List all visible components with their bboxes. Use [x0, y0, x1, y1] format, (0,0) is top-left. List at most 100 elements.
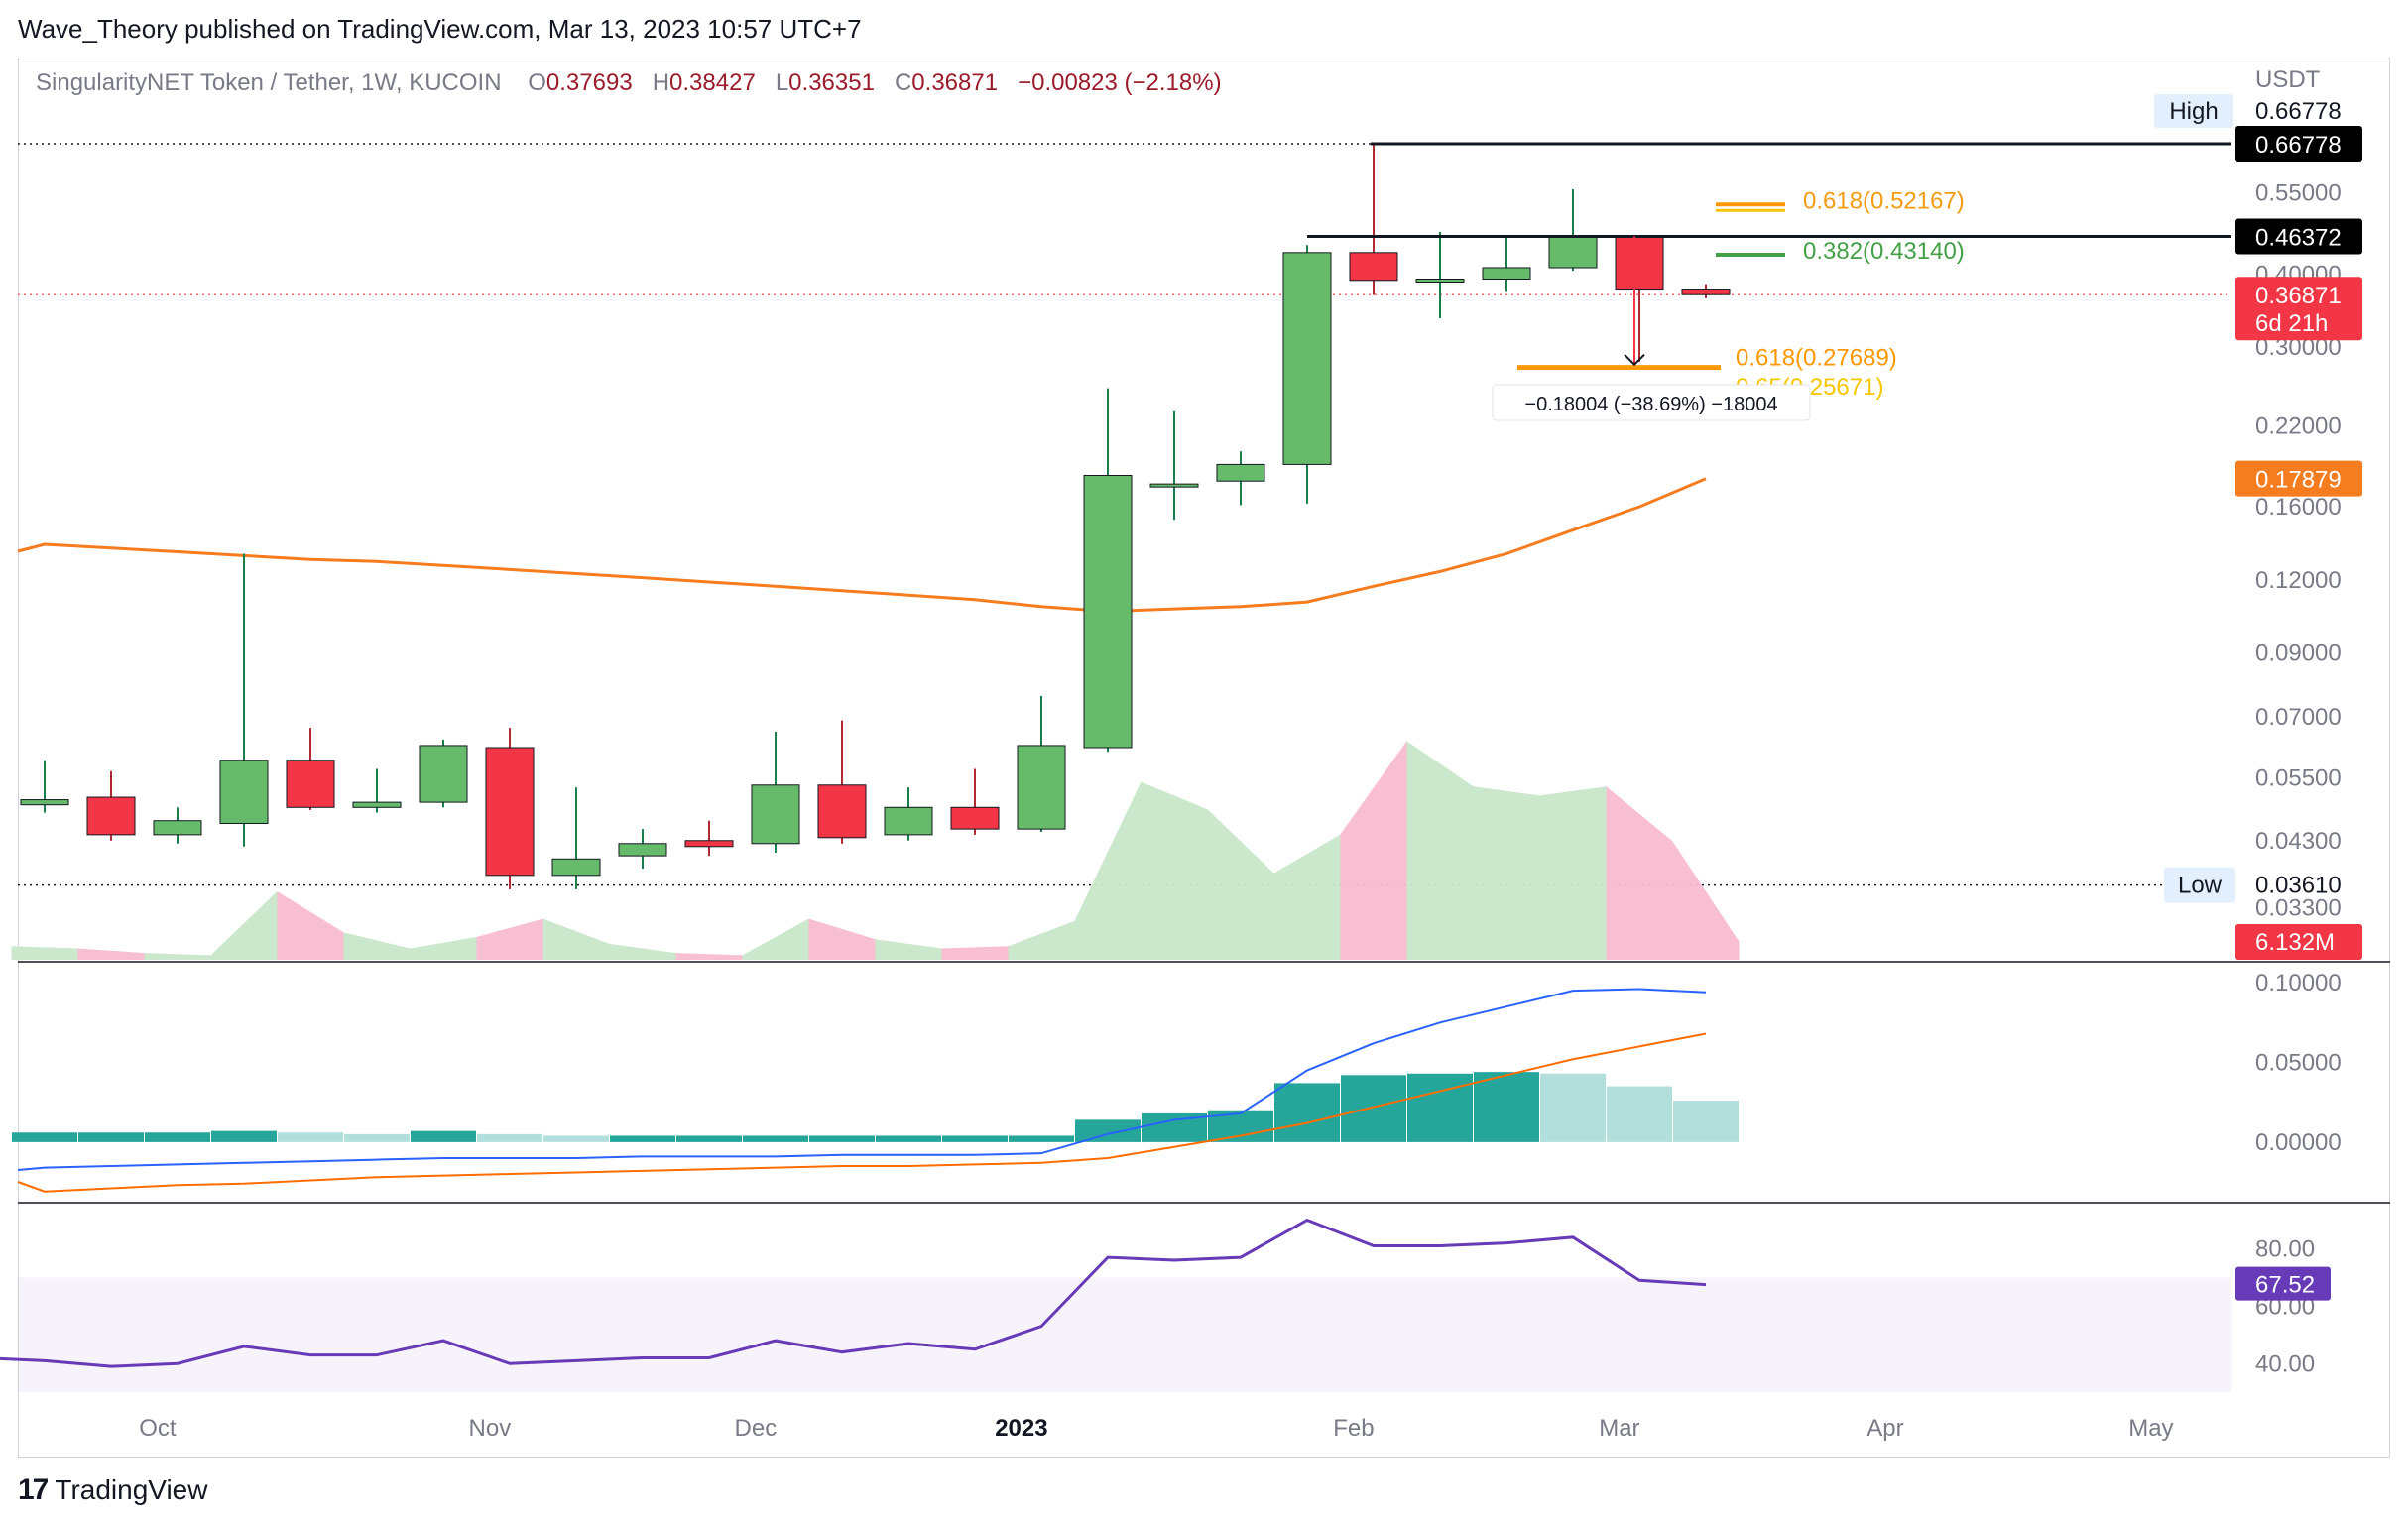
- volume-area-segment: [1340, 741, 1407, 960]
- macd-line: [17, 988, 1707, 1171]
- x-axis-label: Feb: [1333, 1415, 1374, 1442]
- macd-histogram-bar: [344, 1133, 410, 1142]
- volume-area-segment: [808, 918, 876, 960]
- volume-area-segment: [410, 937, 477, 960]
- footer-brand[interactable]: 17 TradingView: [18, 1473, 207, 1507]
- candle-body: [1216, 463, 1265, 482]
- fib-label-upper-b: 0.382(0.43140): [1803, 238, 1965, 265]
- macd-histogram-bar: [876, 1135, 941, 1142]
- macd-histogram-bar: [610, 1135, 675, 1142]
- candle-body: [618, 843, 667, 857]
- price-tick-label: 0.04300: [2255, 828, 2342, 855]
- macd-histogram-bar: [1474, 1072, 1539, 1142]
- volume-value-box: [2235, 924, 2362, 960]
- macd-histogram-bar: [1274, 1083, 1340, 1142]
- candle-body: [153, 820, 202, 836]
- candle-body: [751, 784, 800, 845]
- macd-histogram-bar: [1341, 1075, 1406, 1142]
- rsi-tick-label: 40.00: [2255, 1350, 2315, 1377]
- publisher-line: Wave_Theory published on TradingView.com…: [18, 14, 862, 44]
- volume-area-segment: [476, 918, 543, 960]
- candle-body: [219, 760, 269, 824]
- measure-label: −0.18004 (−38.69%) −18004: [1524, 394, 1777, 415]
- rsi-line: [0, 1218, 1707, 1368]
- candle-body: [1415, 278, 1465, 283]
- volume-area-segment: [941, 946, 1009, 960]
- price-tick-label: 0.07000: [2255, 704, 2342, 731]
- candle-body: [20, 799, 69, 806]
- chart-legend: SingularityNET Token / Tether, 1W, KUCOI…: [36, 69, 1222, 97]
- last-price-box: [2235, 277, 2362, 341]
- volume-area-segment: [1606, 786, 1673, 960]
- volume-area-segment: [742, 918, 809, 960]
- low-badge-label: Low: [2178, 873, 2223, 899]
- legend-high-value: 0.38427: [669, 69, 756, 96]
- candle-body: [1482, 267, 1531, 280]
- footer-brand-label: TradingView: [55, 1474, 208, 1505]
- legend-symbol: SingularityNET Token / Tether, 1W, KUCOI…: [36, 69, 502, 96]
- macd-histogram-bar: [211, 1130, 277, 1142]
- x-axis-label: May: [2128, 1415, 2173, 1442]
- volume-area-segment: [542, 918, 610, 960]
- candle-body: [485, 747, 535, 877]
- macd-histogram-bar: [12, 1132, 77, 1142]
- resistance-price-box: 0.46372: [2255, 224, 2342, 251]
- currency-label: USDT: [2255, 66, 2321, 93]
- high-price-box-box: [2235, 126, 2362, 163]
- x-axis-label: Dec: [735, 1415, 778, 1442]
- low-value-label: 0.03610: [2255, 873, 2342, 899]
- macd-histogram-bar: [543, 1135, 609, 1142]
- candle-body: [817, 784, 867, 839]
- legend-close-label: C: [894, 69, 912, 96]
- candle-body: [419, 745, 468, 803]
- rsi-value-box: [2235, 1266, 2331, 1301]
- x-axis-label: Apr: [1866, 1415, 1903, 1442]
- price-tick-label: 0.55000: [2255, 180, 2342, 207]
- volume-area-segment: [1074, 781, 1142, 960]
- high-price-box: 0.66778: [2255, 132, 2342, 159]
- macd-histogram-bar: [145, 1132, 210, 1142]
- candle-body: [286, 760, 335, 808]
- macd-histogram-bar: [942, 1135, 1008, 1142]
- volume-area-segment: [77, 948, 145, 960]
- measure-arrow-head: [1624, 353, 1645, 367]
- price-tick-label: 0.05500: [2255, 765, 2342, 792]
- macd-tick-label: 0.10000: [2255, 970, 2342, 996]
- volume-area-segment: [1207, 809, 1274, 960]
- fib-label-lower-a: 0.618(0.27689): [1736, 345, 1897, 372]
- high-badge-label: High: [2169, 98, 2218, 125]
- volume-area-segment: [1273, 834, 1341, 960]
- candle-body: [551, 858, 601, 877]
- volume-area-segment: [210, 891, 278, 960]
- legend-close-value: 0.36871: [911, 69, 999, 96]
- candle-body: [1282, 252, 1332, 465]
- candle-body: [884, 806, 933, 836]
- rsi-band: [18, 1277, 2231, 1393]
- candle-body: [1083, 474, 1133, 749]
- candle-body: [950, 806, 1000, 830]
- price-tick-label: 0.22000: [2255, 412, 2342, 439]
- volume-area-segment: [1008, 920, 1075, 960]
- x-axis-label: 2023: [995, 1415, 1047, 1442]
- price-tick-label: 0.12000: [2255, 567, 2342, 594]
- candle-body: [1149, 483, 1199, 488]
- macd-histogram-bar: [1540, 1073, 1606, 1142]
- macd-histogram-bar: [278, 1132, 343, 1142]
- volume-area-segment: [609, 943, 676, 960]
- volume-value-label: 6.132M: [2255, 929, 2335, 956]
- candle-body: [684, 840, 734, 848]
- macd-histogram-bar: [1075, 1119, 1141, 1142]
- macd-signal-line: [17, 1032, 1707, 1193]
- measure-box: [1492, 384, 1811, 421]
- price-tick-label: 0.16000: [2255, 494, 2342, 521]
- legend-open-value: 0.37693: [545, 69, 633, 96]
- volume-area-segment: [343, 932, 411, 960]
- resistance-price-box-box: [2235, 218, 2362, 255]
- candle-body: [1615, 235, 1664, 291]
- last-price-label: 0.36871: [2255, 283, 2342, 309]
- candle-body: [1548, 235, 1598, 269]
- legend-change: −0.00823 (−2.18%): [1018, 69, 1222, 96]
- tradingview-logo-icon: 17: [18, 1473, 49, 1506]
- x-axis-label: Oct: [139, 1415, 177, 1442]
